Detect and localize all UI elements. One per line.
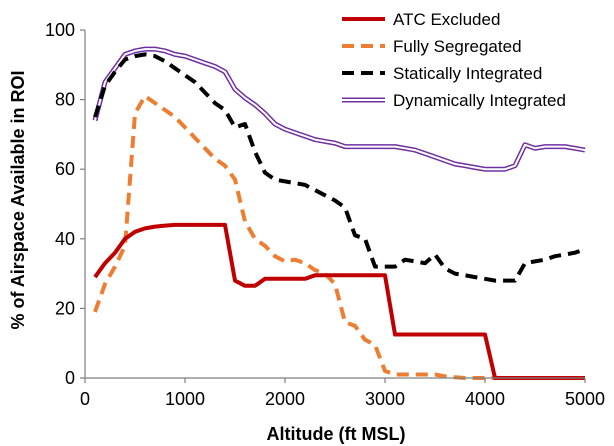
series-line [93, 222, 585, 380]
legend-label: Dynamically Integrated [393, 91, 566, 110]
y-tick-label: 80 [55, 90, 75, 110]
legend-label: Fully Segregated [393, 37, 522, 56]
x-tick-label: 3000 [365, 389, 405, 409]
series-dynamically-integrated [92, 46, 586, 172]
legend-item: Dynamically Integrated [342, 91, 566, 110]
x-tick-label: 5000 [565, 389, 605, 409]
legend-item: ATC Excluded [342, 10, 500, 29]
x-tick-label: 2000 [265, 389, 305, 409]
legend-label: Statically Integrated [393, 64, 542, 83]
y-tick-label: 100 [45, 20, 75, 40]
y-axis-label: % of Airspace Available in ROI [8, 70, 28, 329]
y-tick-label: 20 [55, 298, 75, 318]
legend-item: Fully Segregated [342, 37, 522, 56]
series-line [93, 94, 585, 380]
y-tick-label: 0 [65, 368, 75, 388]
series-line-inner [94, 48, 586, 171]
x-tick-label: 0 [80, 389, 90, 409]
legend: ATC Excluded Fully Segregated Statically I… [342, 10, 566, 110]
x-tick-label: 1000 [165, 389, 205, 409]
series-atc-excluded [93, 222, 585, 380]
legend-item: Statically Integrated [342, 64, 542, 83]
y-tick-label: 60 [55, 159, 75, 179]
series-fully-segregated [93, 94, 585, 380]
series-line [93, 52, 586, 283]
series-statically-integrated [93, 52, 586, 283]
legend-label: ATC Excluded [393, 10, 500, 29]
x-tick-label: 4000 [465, 389, 505, 409]
x-axis-label: Altitude (ft MSL) [267, 424, 406, 444]
y-tick-label: 40 [55, 229, 75, 249]
